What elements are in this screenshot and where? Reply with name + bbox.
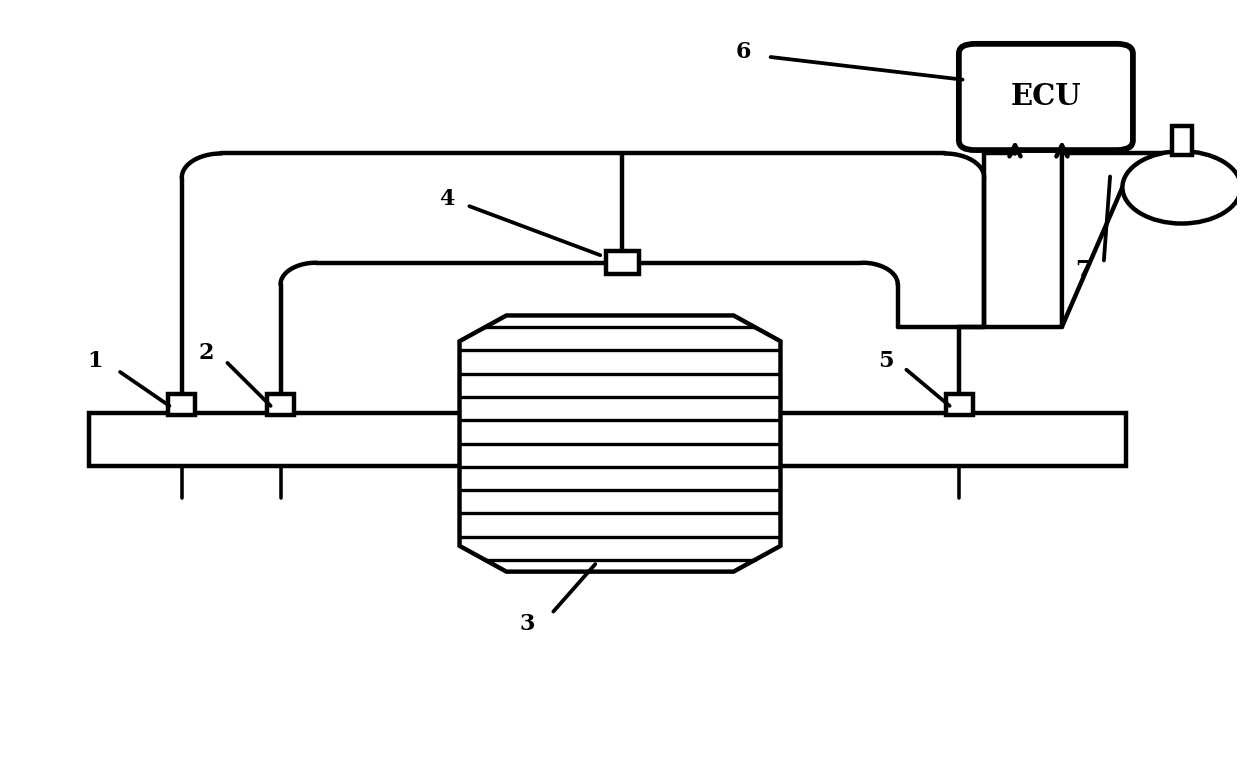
Bar <box>1172 126 1192 155</box>
Bar <box>606 251 639 274</box>
Bar <box>267 394 294 415</box>
Text: 7: 7 <box>1075 260 1091 282</box>
Text: 1: 1 <box>88 350 103 372</box>
Bar <box>946 394 973 415</box>
Circle shape <box>1122 151 1240 224</box>
Text: 5: 5 <box>878 350 893 372</box>
Polygon shape <box>460 316 780 572</box>
Text: ECU: ECU <box>1011 83 1081 112</box>
Text: 6: 6 <box>735 41 751 63</box>
Text: 2: 2 <box>198 342 215 364</box>
Text: 4: 4 <box>439 187 455 209</box>
Text: 3: 3 <box>520 613 536 635</box>
Bar <box>169 394 196 415</box>
FancyBboxPatch shape <box>959 44 1133 150</box>
Bar <box>89 414 1126 466</box>
